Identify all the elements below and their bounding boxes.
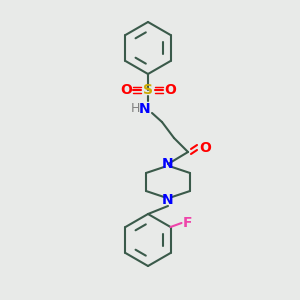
Text: H: H <box>130 103 140 116</box>
Text: N: N <box>162 193 174 207</box>
Text: S: S <box>143 83 153 97</box>
Text: F: F <box>183 216 192 230</box>
Text: O: O <box>199 141 211 155</box>
Text: N: N <box>139 102 151 116</box>
Text: N: N <box>162 157 174 171</box>
Text: O: O <box>164 83 176 97</box>
Text: O: O <box>120 83 132 97</box>
